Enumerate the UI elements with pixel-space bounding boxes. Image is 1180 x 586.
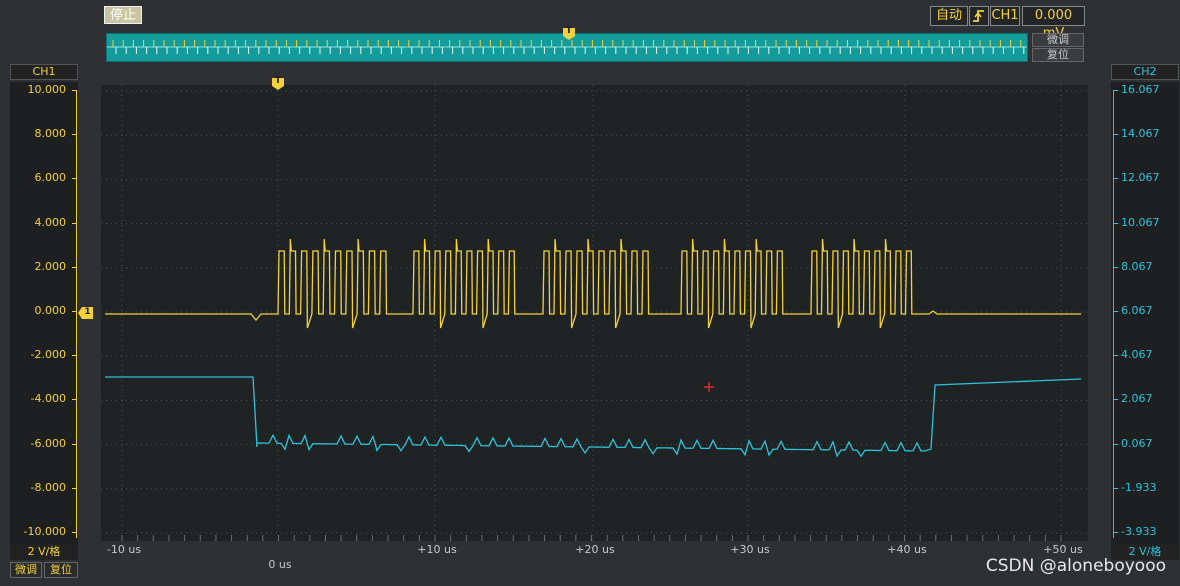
ch1-tick-mark bbox=[72, 532, 76, 533]
ch1-tick-label: -8.000 bbox=[30, 480, 66, 494]
grid bbox=[101, 85, 1088, 541]
ch2-tick-mark bbox=[1114, 90, 1118, 91]
ch1-tick-label: -4.000 bbox=[30, 392, 66, 406]
ch1-tick-mark bbox=[72, 90, 76, 91]
cursor-crosshair[interactable] bbox=[704, 382, 714, 392]
trigger-marker-label: T bbox=[565, 26, 573, 36]
ch2-tick-mark bbox=[1114, 399, 1118, 401]
ch1-tick-mark bbox=[72, 355, 76, 357]
x-tick-label: +50 us bbox=[1043, 543, 1083, 556]
ch1-tick-label: 6.000 bbox=[34, 171, 67, 185]
ch2-scale-label: 2 V/格 bbox=[1111, 544, 1179, 560]
ch2-tick-mark bbox=[1114, 443, 1118, 445]
ch1-offset-marker[interactable]: 1 bbox=[78, 305, 94, 319]
ch1-tick-mark bbox=[72, 222, 76, 224]
ch1-tick-label: 4.000 bbox=[34, 215, 67, 229]
overview-reset-button[interactable]: 复位 bbox=[1032, 48, 1084, 62]
overview-trigger-marker[interactable]: T bbox=[562, 26, 576, 40]
ch2-tick-mark bbox=[1114, 355, 1118, 357]
ch2-tick-label: 2.067 bbox=[1121, 392, 1153, 406]
ch1-tick-label: 0.000 bbox=[34, 304, 67, 317]
ch2-tick-label: 14.067 bbox=[1121, 127, 1160, 141]
ch2-tick-label: 8.067 bbox=[1121, 259, 1153, 273]
ch1-scale-label: 2 V/格 bbox=[10, 544, 78, 560]
ch1-marker-label: 1 bbox=[84, 307, 91, 317]
ch2-tick-label: 10.067 bbox=[1121, 215, 1160, 229]
ch2-tick-mark bbox=[1114, 178, 1118, 180]
ch1-tick-mark bbox=[72, 266, 76, 268]
ch1-waveform bbox=[105, 238, 1081, 329]
ch2-tick-label: 16.067 bbox=[1121, 83, 1160, 96]
ch1-scale-panel: 10.000 8.000 6.000 4.000 2.000 0.000 -2.000 -4.… bbox=[10, 82, 78, 544]
trigger-channel-button[interactable]: CH1 bbox=[990, 6, 1020, 26]
x-tick-label: +40 us bbox=[887, 543, 927, 556]
ch2-header[interactable]: CH2 bbox=[1111, 64, 1179, 80]
rising-edge-icon bbox=[973, 10, 984, 22]
ch1-tick-mark bbox=[72, 134, 76, 136]
trigger-marker-icon bbox=[272, 78, 284, 90]
ch1-tick-label: -6.000 bbox=[30, 436, 66, 450]
ch1-tick-label: -2.000 bbox=[30, 348, 66, 362]
ch2-tick-label: -3.933 bbox=[1121, 525, 1157, 538]
trigger-marker-icon bbox=[563, 28, 575, 40]
ch2-tick-label: 12.067 bbox=[1121, 171, 1160, 185]
ch1-tick-mark bbox=[72, 443, 76, 445]
ch2-tick-mark bbox=[1114, 266, 1118, 268]
overview-fine-button[interactable]: 微调 bbox=[1032, 33, 1084, 47]
x-tick-label: +30 us bbox=[730, 543, 770, 556]
channel-marker-icon bbox=[78, 307, 93, 319]
ch1-fine-button[interactable]: 微调 bbox=[10, 562, 42, 578]
trigger-marker-label: T bbox=[274, 76, 282, 86]
ch2-tick-mark bbox=[1114, 134, 1118, 136]
waveform-display bbox=[101, 85, 1088, 541]
ch2-tick-label: 4.067 bbox=[1121, 348, 1153, 362]
ch1-reset-button[interactable]: 复位 bbox=[44, 562, 78, 578]
ch1-axis-line bbox=[76, 90, 77, 538]
waveform-plot-area[interactable] bbox=[101, 85, 1088, 541]
stop-button[interactable]: 停止 bbox=[104, 6, 142, 24]
ch1-header[interactable]: CH1 bbox=[10, 64, 78, 80]
ch2-waveform bbox=[105, 376, 1082, 458]
ch1-tick-mark bbox=[72, 311, 76, 312]
trigger-level-field[interactable]: 0.000 mV bbox=[1022, 6, 1085, 41]
trigger-edge-button[interactable] bbox=[969, 6, 989, 26]
ch2-tick-mark bbox=[1114, 532, 1118, 533]
ch2-tick-label: -1.933 bbox=[1121, 480, 1157, 494]
ch1-tick-mark bbox=[72, 487, 76, 489]
x-tick-label: -10 us bbox=[106, 543, 142, 556]
ch1-tick-label: -10.000 bbox=[23, 525, 66, 538]
x-tick-label: +10 us bbox=[417, 543, 457, 556]
ch2-axis-line bbox=[1113, 90, 1114, 538]
ch2-tick-mark bbox=[1114, 487, 1118, 489]
ch2-scale-panel: 16.067 14.067 12.067 10.067 8.067 6.067 4.067 2… bbox=[1111, 82, 1179, 544]
ch2-tick-mark bbox=[1114, 311, 1118, 312]
x-tick-label: 0 us bbox=[268, 558, 292, 571]
ch2-tick-label: 6.067 bbox=[1121, 304, 1153, 317]
x-tick-label: +20 us bbox=[575, 543, 615, 556]
ch2-tick-label: 0.067 bbox=[1121, 436, 1153, 450]
ch1-tick-label: 8.000 bbox=[34, 127, 67, 141]
ch2-tick-mark bbox=[1114, 222, 1118, 224]
ch1-tick-mark bbox=[72, 399, 76, 401]
ch1-tick-label: 10.000 bbox=[27, 83, 67, 96]
watermark: CSDN @aloneboyooo bbox=[985, 556, 1166, 576]
ch1-tick-mark bbox=[72, 178, 76, 180]
ch1-tick-label: 2.000 bbox=[34, 259, 67, 273]
plot-trigger-marker[interactable]: T bbox=[271, 76, 285, 90]
overview-waveform bbox=[107, 40, 1027, 54]
trigger-mode-button[interactable]: 自动 bbox=[930, 6, 968, 26]
